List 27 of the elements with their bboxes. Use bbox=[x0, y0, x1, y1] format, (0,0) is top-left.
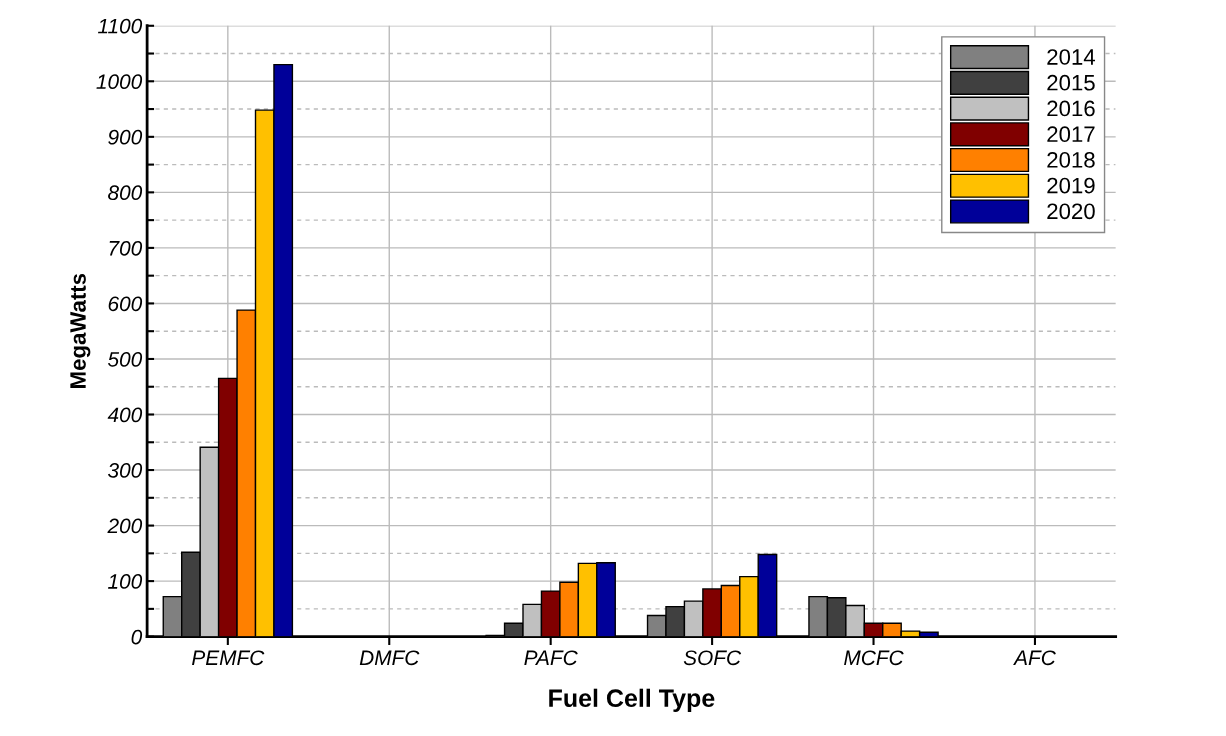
legend-label: 2016 bbox=[1047, 100, 1095, 117]
y-tick-label: 800 bbox=[108, 185, 143, 201]
legend-label: 2014 bbox=[1047, 49, 1096, 65]
x-tick-label: PAFC bbox=[524, 650, 578, 666]
legend-label: 2015 bbox=[1047, 74, 1095, 91]
y-tick-label: 900 bbox=[108, 129, 143, 145]
y-tick-label: 200 bbox=[107, 518, 143, 534]
y-tick-label: 600 bbox=[108, 296, 143, 312]
y-tick-label: 0 bbox=[131, 629, 143, 645]
x-tick-label: SOFC bbox=[683, 650, 742, 666]
x-tick-label: AFC bbox=[1013, 650, 1056, 666]
y-tick-label: 500 bbox=[107, 351, 143, 367]
y-tick-label: 1000 bbox=[96, 74, 143, 90]
y-tick-label: 700 bbox=[109, 240, 143, 256]
y-tick-label: 100 bbox=[108, 574, 143, 589]
x-tick-label: DMFC bbox=[359, 650, 420, 666]
legend-label: 2017 bbox=[1047, 126, 1095, 143]
x-tick-label: MCFC bbox=[844, 650, 904, 666]
legend-label: 2020 bbox=[1047, 203, 1095, 220]
y-tick-label: 400 bbox=[107, 407, 143, 423]
y-tick-label: 300 bbox=[107, 463, 143, 478]
y-tick-label: 1100 bbox=[97, 18, 143, 34]
legend-label: 2019 bbox=[1047, 177, 1095, 194]
y-axis-title: MegaWatts bbox=[70, 273, 91, 388]
legend-label: 2018 bbox=[1047, 152, 1095, 168]
x-tick-label: PEMFC bbox=[192, 650, 265, 666]
x-axis-title: Fuel Cell Type bbox=[549, 688, 715, 712]
